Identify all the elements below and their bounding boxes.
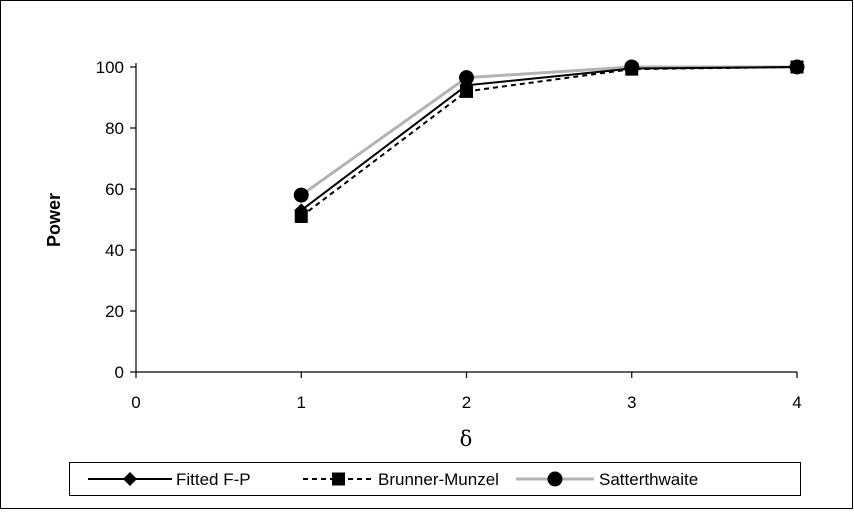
- data-point: [790, 60, 804, 74]
- y-tick-label: 60: [105, 180, 124, 199]
- series-line: [300, 66, 798, 218]
- x-tick-label: 3: [627, 393, 636, 412]
- series-fitted-f-p: [294, 60, 804, 218]
- series-brunner-munzel: [294, 60, 804, 223]
- data-point: [294, 209, 308, 223]
- x-tick-label: 2: [462, 393, 471, 412]
- y-tick-label: 0: [115, 363, 124, 382]
- y-tick-label: 20: [105, 302, 124, 321]
- legend-marker: [332, 472, 345, 486]
- series-layer: [293, 59, 805, 223]
- series-line: [300, 65, 797, 197]
- data-point: [625, 62, 639, 76]
- legend-label: Brunner-Munzel: [378, 470, 499, 489]
- legend: Fitted F-P Brunner-Munzel Satterthwaite: [69, 462, 801, 496]
- y-tick-label: 100: [96, 58, 124, 77]
- legend-marker: [547, 471, 563, 487]
- legend-item: Fitted F-P: [88, 470, 251, 489]
- legend-box: [69, 462, 801, 496]
- data-point: [460, 84, 473, 98]
- axes: 0 20 40 60 80 100 0 1 2 3 4: [96, 58, 802, 412]
- y-tick-label: 80: [105, 119, 124, 138]
- legend-label: Satterthwaite: [599, 470, 698, 489]
- data-point: [459, 70, 474, 86]
- legend-marker: [123, 472, 137, 486]
- data-point: [293, 187, 309, 203]
- x-tick-label: 0: [131, 393, 140, 412]
- legend-label: Fitted F-P: [176, 470, 251, 489]
- x-tick-label: 1: [297, 393, 306, 412]
- y-tick-label: 40: [105, 241, 124, 260]
- y-axis-label: Power: [44, 193, 64, 247]
- x-tick-label: 4: [792, 393, 801, 412]
- x-axis-label: δ: [460, 427, 473, 451]
- legend-item: Satterthwaite: [516, 470, 698, 489]
- series-line: [300, 66, 798, 212]
- legend-item: Brunner-Munzel: [303, 470, 499, 489]
